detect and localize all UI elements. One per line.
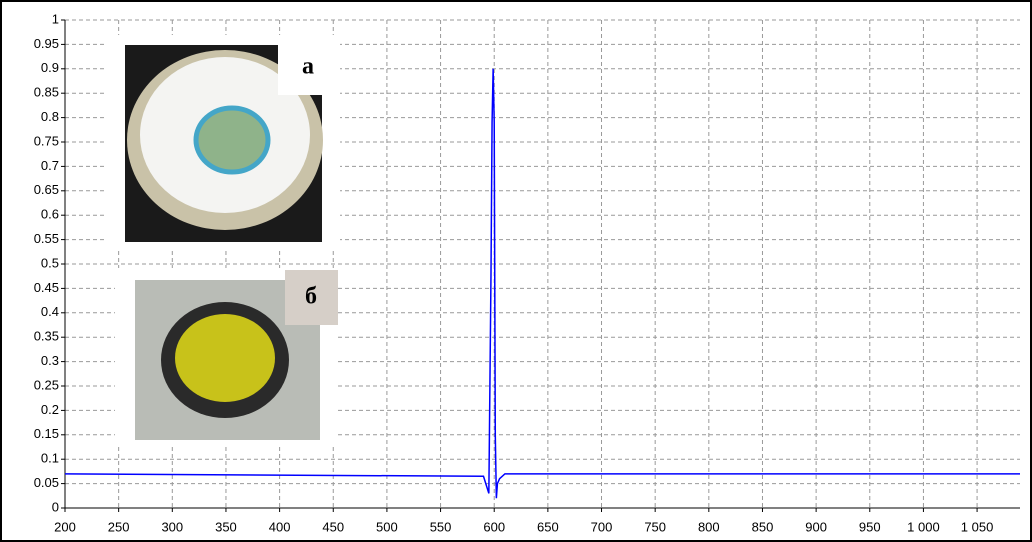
x-tick-label: 650 <box>537 519 559 534</box>
x-tick-label: 500 <box>376 519 398 534</box>
x-tick-label: 350 <box>215 519 237 534</box>
y-tick-label: 0.4 <box>41 304 59 319</box>
x-tick-label: 850 <box>752 519 774 534</box>
y-tick-label: 0.05 <box>34 475 59 490</box>
x-tick-label: 950 <box>859 519 881 534</box>
y-tick-label: 0.95 <box>34 36 59 51</box>
x-tick-label: 700 <box>591 519 613 534</box>
x-tick-label: 600 <box>483 519 505 534</box>
y-tick-label: 0.45 <box>34 280 59 295</box>
x-tick-label: 800 <box>698 519 720 534</box>
y-tick-label: 0.75 <box>34 133 59 148</box>
y-tick-label: 0.8 <box>41 109 59 124</box>
x-tick-label: 750 <box>644 519 666 534</box>
y-tick-label: 0.35 <box>34 329 59 344</box>
inset-label: б <box>305 284 317 310</box>
y-tick-label: 0.85 <box>34 85 59 100</box>
y-tick-label: 0 <box>52 499 59 514</box>
chart: 0 0.05 0.1 0.15 0.2 0.25 0.3 0.35 0.4 0.45 0.5 0.55… <box>0 0 1032 542</box>
y-tick-label: 0.2 <box>41 402 59 417</box>
x-tick-label: 900 <box>805 519 827 534</box>
x-tick-label: 1 050 <box>961 519 994 534</box>
inset-label: а <box>302 54 314 80</box>
inset-b: б <box>115 268 338 445</box>
y-tick-label: 0.65 <box>34 182 59 197</box>
x-tick-label: 1 000 <box>907 519 940 534</box>
y-tick-label: 0.3 <box>41 353 59 368</box>
y-tick-label: 0.25 <box>34 377 59 392</box>
inset-a: а <box>105 35 340 250</box>
x-tick-label: 450 <box>322 519 344 534</box>
x-tick-label: 300 <box>161 519 183 534</box>
y-tick-label: 0.9 <box>41 60 59 75</box>
x-tick-label: 400 <box>269 519 291 534</box>
y-tick-label: 0.15 <box>34 426 59 441</box>
y-tick-label: 0.55 <box>34 231 59 246</box>
x-tick-label: 200 <box>54 519 76 534</box>
y-tick-label: 0.5 <box>41 255 59 270</box>
y-tick-label: 0.6 <box>41 207 59 222</box>
x-tick-label: 250 <box>108 519 130 534</box>
y-tick-label: 0.7 <box>41 158 59 173</box>
x-tick-label: 550 <box>430 519 452 534</box>
y-tick-label: 1 <box>52 11 59 26</box>
y-tick-label: 0.1 <box>41 451 59 466</box>
